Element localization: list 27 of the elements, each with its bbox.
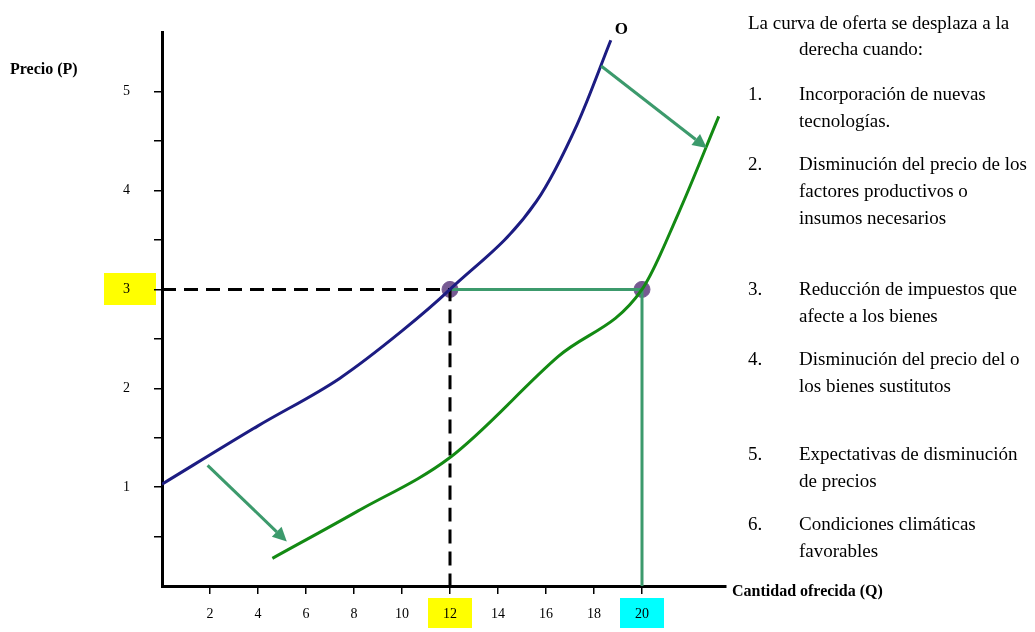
text: 2. Disminución del precio de los factores productivos o insumos necesarios [748,153,1027,228]
line-series [270,114,721,560]
y-tick-label: 5 [123,83,130,99]
y-tick-label: 1 [123,478,130,494]
x-tick-label: 18 [587,606,601,622]
y-axis-title: Precio (P) [10,60,78,78]
line-series [162,38,613,486]
x-tick-label: 20 [635,606,649,622]
y-tick-label: 3 [123,281,130,297]
x-tick-label: 8 [350,606,358,622]
text: 1. Incorporación de nuevas tecnologías. [748,83,986,131]
text: 5. Expectativas de disminución de precios [748,443,1018,491]
x-tick-label: 2 [206,606,214,622]
x-tick-label: 10 [395,606,409,622]
y-tick-label: 2 [123,379,130,395]
y-tick-label: 4 [123,182,130,198]
x-tick-label: 4 [254,606,262,622]
text: 6. Condiciones climáticas favorables [748,513,976,561]
x-tick-label: 12 [443,606,457,622]
text: 3. Reducción de impuestos que afecte a los bienes [748,278,1017,326]
text: La curva de oferta se desplaza a la derecha cuando: [748,11,1011,61]
x-axis-title: Cantidad ofrecida (Q) [732,582,883,600]
series-label: O [614,19,629,39]
x-tick-label: 16 [539,606,553,622]
x-tick-label: 6 [302,606,310,622]
x-tick-label: 14 [491,606,505,622]
text: 4. Disminución del precio del o los bienes sustitutos [748,348,1020,396]
